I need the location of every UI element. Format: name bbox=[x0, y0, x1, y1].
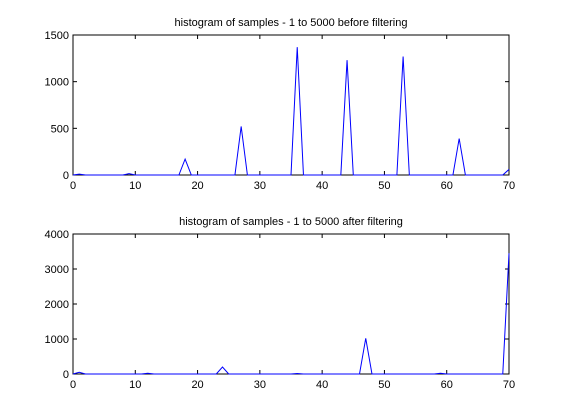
x-tick-label: 40 bbox=[316, 180, 328, 192]
y-tick-label: 2000 bbox=[45, 299, 69, 311]
x-tick-label: 30 bbox=[254, 379, 266, 391]
x-tick-label: 50 bbox=[378, 180, 390, 192]
x-tick-label: 0 bbox=[70, 379, 76, 391]
x-tick-label: 40 bbox=[316, 379, 328, 391]
axes-box bbox=[72, 233, 510, 375]
histogram-before-filtering-plot: histogram of samples - 1 to 5000 before … bbox=[45, 17, 516, 192]
axes-box bbox=[72, 34, 510, 176]
y-tick-label: 500 bbox=[51, 123, 69, 135]
y-tick-label: 0 bbox=[63, 170, 69, 182]
x-tick-label: 10 bbox=[129, 180, 141, 192]
x-tick-label: 70 bbox=[503, 180, 515, 192]
x-tick-label: 50 bbox=[378, 379, 390, 391]
x-tick-label: 60 bbox=[441, 180, 453, 192]
series-line bbox=[72, 47, 510, 176]
chart-title: histogram of samples - 1 to 5000 after f… bbox=[179, 216, 403, 228]
y-tick-label: 4000 bbox=[45, 229, 69, 241]
series-line bbox=[72, 253, 510, 375]
x-tick-label: 10 bbox=[129, 379, 141, 391]
x-tick-label: 20 bbox=[191, 379, 203, 391]
x-tick-label: 30 bbox=[254, 180, 266, 192]
x-tick-label: 70 bbox=[503, 379, 515, 391]
y-tick-label: 1000 bbox=[45, 77, 69, 89]
x-tick-label: 20 bbox=[191, 180, 203, 192]
x-tick-label: 0 bbox=[70, 180, 76, 192]
x-tick-label: 60 bbox=[441, 379, 453, 391]
y-tick-label: 3000 bbox=[45, 264, 69, 276]
y-tick-label: 1500 bbox=[45, 30, 69, 42]
histogram-after-filtering-plot: histogram of samples - 1 to 5000 after f… bbox=[45, 216, 516, 391]
chart-title: histogram of samples - 1 to 5000 before … bbox=[175, 17, 408, 29]
y-tick-label: 1000 bbox=[45, 334, 69, 346]
y-tick-label: 0 bbox=[63, 369, 69, 381]
